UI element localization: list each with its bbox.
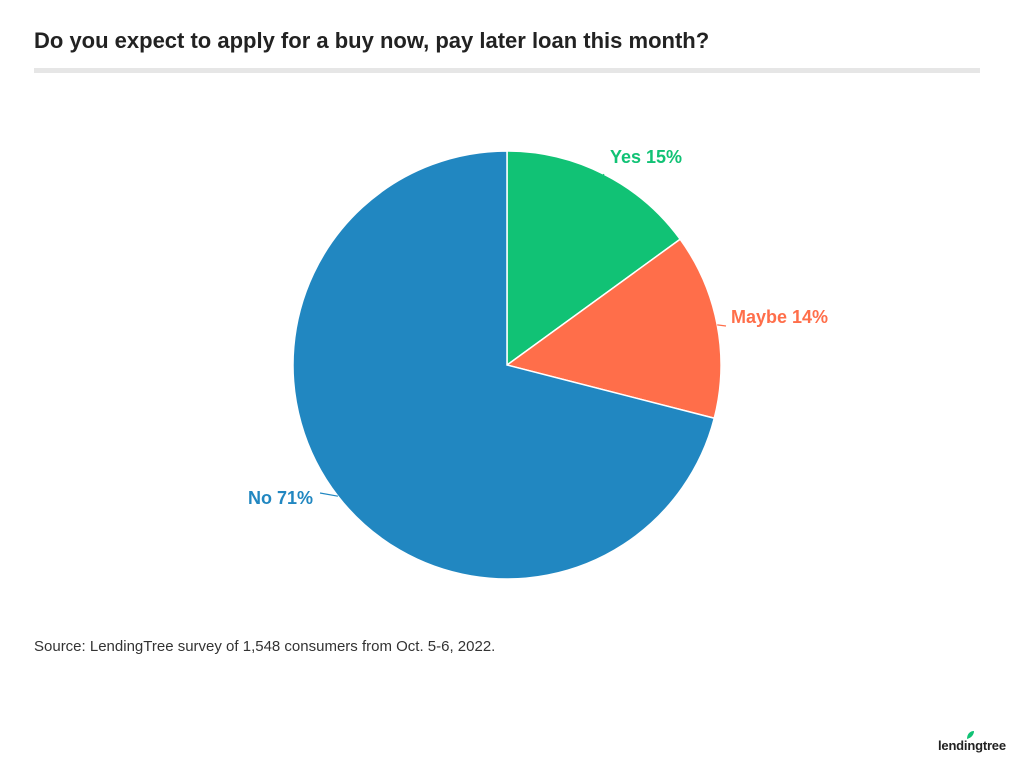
- lendingtree-logo: lendingtree: [938, 731, 1006, 753]
- leaf-icon: [967, 731, 974, 739]
- logo-text: lendingtree: [938, 738, 1006, 753]
- source-note: Source: LendingTree survey of 1,548 cons…: [34, 638, 496, 655]
- leader-line-maybe: [717, 324, 727, 327]
- leader-line-yes: [602, 173, 605, 176]
- data-label-no: No 71%: [248, 488, 313, 508]
- pie-slice-no: [292, 150, 716, 580]
- chart-title: Do you expect to apply for a buy now, pa…: [34, 28, 710, 53]
- data-label-maybe: Maybe 14%: [731, 307, 828, 327]
- leader-line-no: [319, 492, 339, 497]
- title-divider: [34, 68, 980, 73]
- data-label-yes: Yes 15%: [610, 147, 682, 167]
